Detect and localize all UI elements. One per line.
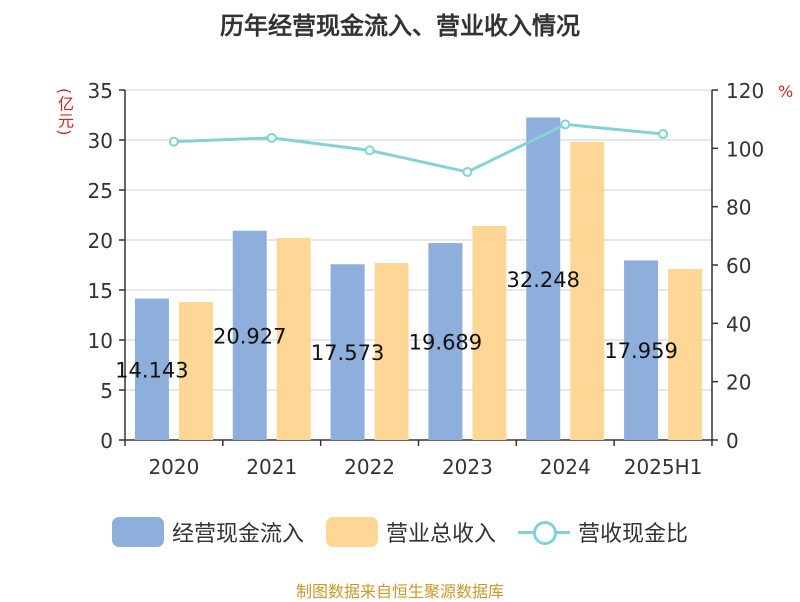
bar-revenue <box>276 238 311 440</box>
legend-item-revenue[interactable]: 营业总收入 <box>325 516 496 548</box>
y-left-tick-label: 5 <box>100 379 113 403</box>
bar-revenue <box>472 226 507 440</box>
x-tick-label: 2025H1 <box>624 455 703 479</box>
legend-item-ratio[interactable]: 营收现金比 <box>518 516 688 548</box>
bar-cash-inflow <box>330 264 365 440</box>
y-left-tick-label: 30 <box>88 129 113 153</box>
data-label-cash-inflow: 17.573 <box>311 341 384 365</box>
data-label-cash-inflow: 32.248 <box>507 268 580 292</box>
y-left-tick-label: 20 <box>88 229 113 253</box>
legend-swatch-ratio <box>518 517 570 547</box>
data-label-cash-inflow: 20.927 <box>213 324 286 348</box>
point-ratio <box>658 129 669 140</box>
x-tick-label: 2020 <box>148 455 199 479</box>
bar-cash-inflow <box>134 298 169 440</box>
bar-revenue <box>668 269 703 440</box>
legend-item-cash-inflow[interactable]: 经营现金流入 <box>111 516 304 548</box>
bar-cash-inflow <box>232 230 267 440</box>
bar-revenue <box>178 302 213 440</box>
x-tick-label: 2023 <box>442 455 493 479</box>
y-left-tick-label: 10 <box>88 329 113 353</box>
y-left-tick-label: 25 <box>88 179 113 203</box>
bar-cash-inflow <box>526 117 561 441</box>
y-left-unit-label: (亿元) <box>55 88 74 137</box>
y-right-tick-label: 60 <box>726 254 751 278</box>
line-ratio <box>173 122 664 174</box>
y-left-tick-label: 15 <box>88 279 113 303</box>
y-right-tick-label: 0 <box>726 429 739 453</box>
legend-label-ratio: 营收现金比 <box>578 522 689 547</box>
y-right-tick-label: 20 <box>726 371 751 395</box>
y-left-tick-label: 0 <box>100 429 113 453</box>
chart-area: 0 5 10 15 20 25 30 35 0 20 40 60 80 100 120 2020 2021 202… <box>88 79 765 479</box>
y-right-unit-label: % <box>778 82 794 101</box>
source-note: 制图数据来自恒生聚源数据库 <box>295 582 504 601</box>
legend-swatch-revenue <box>325 517 378 547</box>
data-label-cash-inflow: 17.959 <box>604 339 677 363</box>
point-ratio <box>364 145 375 156</box>
data-label-cash-inflow: 19.689 <box>409 331 482 355</box>
bar-cash-inflow <box>624 260 659 440</box>
legend: 经营现金流入 营业总收入 营收现金比 <box>0 516 800 548</box>
bar-revenue <box>570 142 605 440</box>
y-right-tick-label: 100 <box>726 137 764 161</box>
y-right-tick-label: 120 <box>726 79 764 103</box>
legend-label-cash-inflow: 经营现金流入 <box>171 522 304 547</box>
point-ratio <box>266 132 277 143</box>
x-tick-label: 2024 <box>540 455 591 479</box>
point-ratio <box>560 119 571 130</box>
bar-revenue <box>374 263 409 440</box>
data-label-cash-inflow: 14.143 <box>115 358 188 382</box>
x-tick-label: 2021 <box>246 455 297 479</box>
x-tick-label: 2022 <box>344 455 395 479</box>
point-ratio <box>168 136 179 147</box>
legend-label-revenue: 营业总收入 <box>385 522 496 547</box>
chart-title: 历年经营现金流入、营业收入情况 <box>220 12 580 40</box>
point-ratio <box>462 166 473 177</box>
bar-cash-inflow <box>428 243 463 440</box>
y-right-tick-label: 40 <box>726 312 751 336</box>
y-right-tick-label: 80 <box>726 196 751 220</box>
legend-swatch-cash-inflow <box>111 517 164 547</box>
y-left-tick-label: 35 <box>88 79 113 103</box>
